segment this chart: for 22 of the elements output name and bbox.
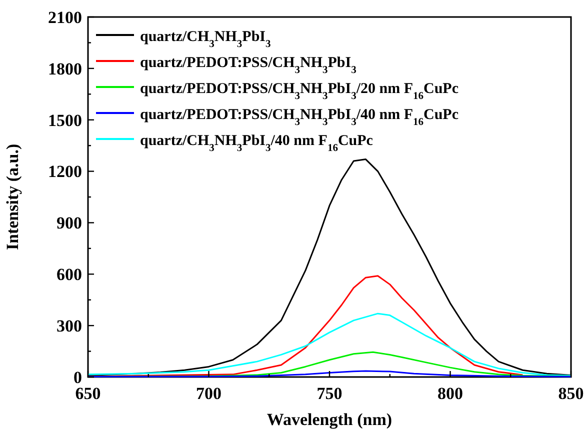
line-series	[87, 275, 524, 378]
text: quartz/PEDOT:PSS/CH$_{3}$NH$_{3}$PbI$_{3}$/40 nm F$_{16}$CuPc	[140, 107, 458, 128]
y-tick-label: 900	[56, 214, 82, 233]
x-tick-label: 700	[196, 384, 222, 403]
y-tick-label: 1500	[48, 110, 82, 130]
text: quartz/PEDOT:PSS/CH$_{3}$NH$_{3}$PbI$_{3}$/20 nm F$_{16}$CuPc	[140, 81, 458, 102]
y-tick-label: 0	[74, 368, 82, 387]
y-tick-label: 2100	[48, 8, 82, 27]
x-tick-label: 850	[558, 384, 584, 403]
x-axis-title: Wavelength (nm)	[266, 410, 392, 429]
legend-label: quartz/PEDOT:PSS/CH$_{3}$NH$_{3}$PbI$_{3}$	[140, 55, 356, 76]
y-axis-title: Intensity (a.u.)	[3, 144, 22, 250]
y-tick-label: 1800	[48, 59, 82, 78]
line-series	[87, 312, 572, 376]
y-tick-label: 1200	[48, 162, 82, 182]
text: quartz/CH$_{3}$NH$_{3}$PbI$_{3}$/40 nm F$_{16}$CuPc	[140, 133, 373, 154]
y-tick-label: 600	[56, 265, 82, 284]
x-tick-label: 750	[316, 384, 342, 403]
x-tick-label: 650	[75, 384, 101, 403]
y-tick-label: 300	[56, 316, 82, 336]
legend-label: quartz/CH$_{3}$NH$_{3}$PbI$_{3}$	[140, 29, 271, 50]
x-tick-label: 800	[438, 384, 463, 403]
